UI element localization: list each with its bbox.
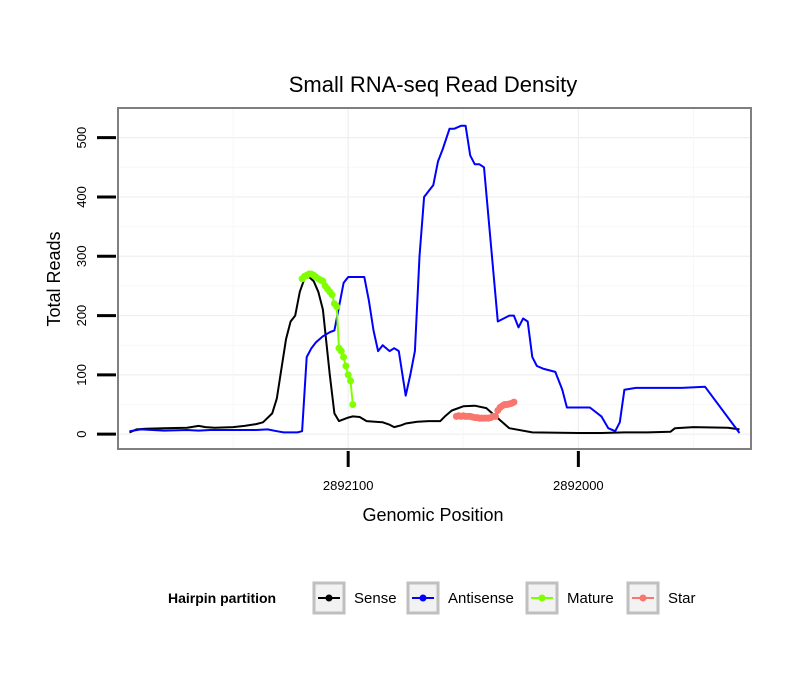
y-tick-label: 100 xyxy=(74,364,89,386)
legend-point-sense xyxy=(325,594,333,602)
x-axis-title: Genomic Position xyxy=(362,505,503,525)
panel-border xyxy=(117,107,752,450)
point-mature xyxy=(349,401,357,409)
x-axis: 2892100 2892000 xyxy=(323,451,604,493)
legend-label-sense: Sense xyxy=(354,590,397,607)
plot-panel xyxy=(117,107,752,450)
y-tick-label: 300 xyxy=(74,245,89,267)
point-mature xyxy=(340,353,348,361)
point-mature xyxy=(333,303,341,311)
chart-title: Small RNA-seq Read Density xyxy=(289,72,578,97)
legend-point-star xyxy=(639,594,647,602)
series-line-antisense xyxy=(129,124,741,434)
y-tick-label: 0 xyxy=(74,431,89,438)
x-tick-label: 2892000 xyxy=(553,478,604,493)
y-tick-label: 500 xyxy=(74,127,89,149)
y-tick-label: 400 xyxy=(74,186,89,208)
legend-title: Hairpin partition xyxy=(168,590,276,606)
point-mature xyxy=(337,347,345,355)
series-layer xyxy=(129,124,741,434)
point-star xyxy=(491,412,499,420)
y-tick-label: 200 xyxy=(74,305,89,327)
point-mature xyxy=(328,291,336,299)
legend-label-mature: Mature xyxy=(567,590,614,607)
point-mature xyxy=(344,371,352,379)
legend-point-mature xyxy=(538,594,546,602)
y-axis: 0 100 200 300 400 500 xyxy=(74,127,116,438)
point-mature xyxy=(346,377,354,385)
point-mature xyxy=(342,362,350,370)
point-star xyxy=(510,398,518,406)
x-tick-label: 2892100 xyxy=(323,478,374,493)
series-line-sense xyxy=(129,276,740,434)
legend: Hairpin partition Sense Antisense Mature St… xyxy=(168,581,696,615)
legend-label-antisense: Antisense xyxy=(448,590,514,607)
legend-point-antisense xyxy=(419,594,427,602)
y-axis-title: Total Reads xyxy=(44,231,64,326)
legend-label-star: Star xyxy=(668,590,696,607)
